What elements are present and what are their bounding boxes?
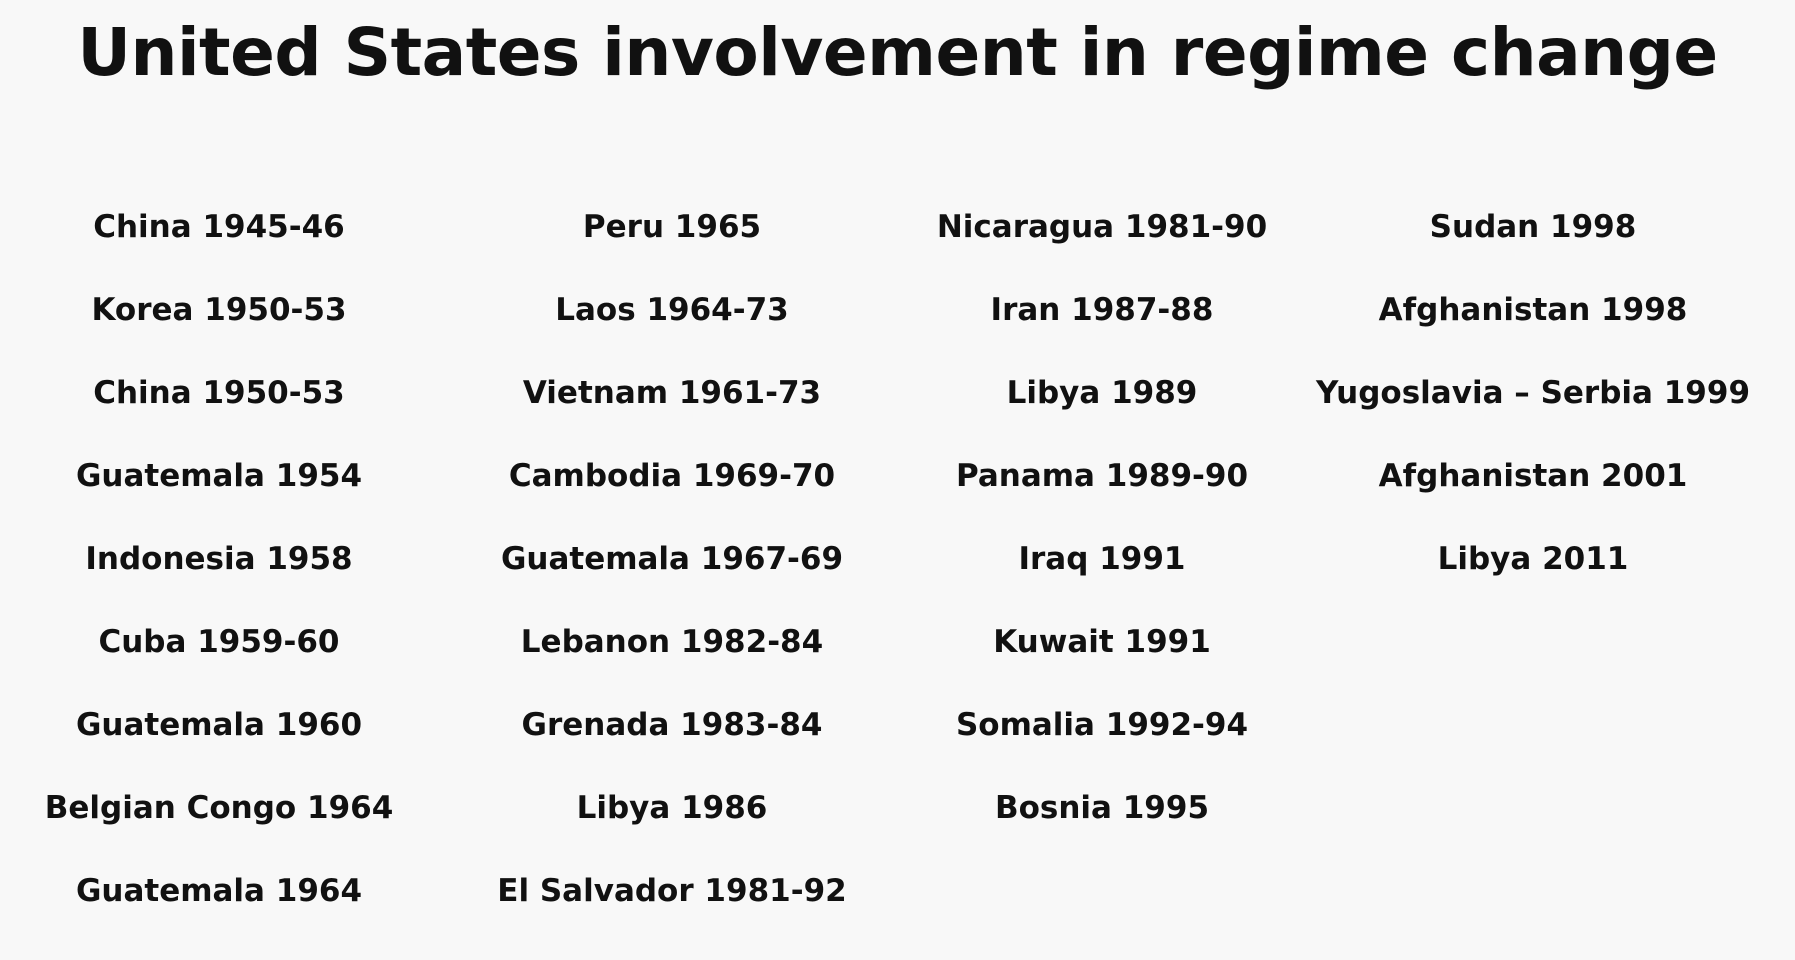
entry: Guatemala 1964 <box>75 873 363 909</box>
entry: Iran 1987-88 <box>990 292 1214 328</box>
entry: Belgian Congo 1964 <box>44 790 394 826</box>
entry: Korea 1950-53 <box>91 292 347 328</box>
entry: Sudan 1998 <box>1429 209 1637 245</box>
entry: Laos 1964-73 <box>555 292 789 328</box>
entry: Indonesia 1958 <box>85 541 353 577</box>
entry: El Salvador 1981-92 <box>497 873 847 909</box>
entry: Somalia 1992-94 <box>955 707 1249 743</box>
entry: Kuwait 1991 <box>993 624 1211 660</box>
title: United States involvement in regime chan… <box>77 14 1718 91</box>
entry: Guatemala 1967-69 <box>500 541 844 577</box>
entry: Panama 1989-90 <box>955 458 1249 494</box>
entry: Vietnam 1961-73 <box>522 375 822 411</box>
entry: Lebanon 1982-84 <box>520 624 824 660</box>
entry: Iraq 1991 <box>1018 541 1186 577</box>
entry: Afghanistan 1998 <box>1378 292 1688 328</box>
entry: Afghanistan 2001 <box>1378 458 1688 494</box>
entry: Guatemala 1960 <box>75 707 363 743</box>
entry: China 1950-53 <box>93 375 345 411</box>
entry: Cambodia 1969-70 <box>508 458 836 494</box>
entry: China 1945-46 <box>93 209 345 245</box>
entry: Peru 1965 <box>582 209 762 245</box>
entry: Guatemala 1954 <box>75 458 363 494</box>
entry: Libya 1989 <box>1006 375 1198 411</box>
entry: Yugoslavia – Serbia 1999 <box>1315 375 1751 411</box>
entry: Cuba 1959-60 <box>98 624 340 660</box>
entry: Grenada 1983-84 <box>521 707 823 743</box>
entry: Bosnia 1995 <box>994 790 1210 826</box>
entry: Libya 1986 <box>576 790 768 826</box>
entry: Nicaragua 1981-90 <box>936 209 1268 245</box>
entry: Libya 2011 <box>1437 541 1629 577</box>
